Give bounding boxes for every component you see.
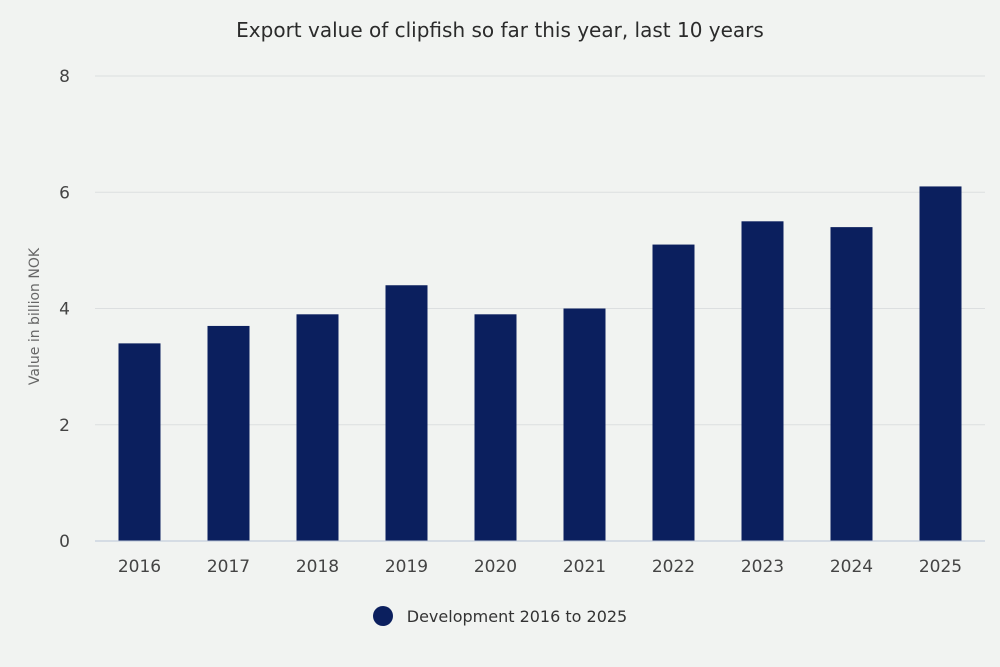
y-tick-label: 8 <box>59 67 70 87</box>
bar-2019[interactable] <box>385 285 428 541</box>
x-tick-label: 2022 <box>652 557 695 577</box>
bar-2018[interactable] <box>296 314 339 541</box>
x-tick-label: 2021 <box>563 557 606 577</box>
x-tick-label: 2017 <box>207 557 250 577</box>
bar-2016[interactable] <box>118 343 161 541</box>
bar-2023[interactable] <box>741 221 784 541</box>
x-axis-ticks: 2016 2017 2018 2019 2020 2021 2022 2023 2024 2025 <box>118 557 962 577</box>
y-tick-label: 6 <box>59 183 70 203</box>
y-tick-label: 4 <box>59 300 70 320</box>
x-tick-label: 2023 <box>741 557 784 577</box>
x-tick-label: 2024 <box>830 557 873 577</box>
legend-label: Development 2016 to 2025 <box>406 606 628 626</box>
bar-2024[interactable] <box>830 227 873 541</box>
y-axis-label: Value in billion NOK <box>27 247 43 385</box>
x-tick-label: 2025 <box>919 557 962 577</box>
x-tick-label: 2019 <box>385 557 428 577</box>
bars <box>118 186 962 542</box>
x-tick-label: 2016 <box>118 557 161 577</box>
chart-title: Export value of clipfish so far this yea… <box>236 18 764 42</box>
bar-2017[interactable] <box>207 325 250 541</box>
legend: Development 2016 to 2025 <box>0 606 1000 626</box>
bar-2020[interactable] <box>474 314 517 541</box>
bar-2021[interactable] <box>563 308 606 542</box>
x-tick-label: 2020 <box>474 557 517 577</box>
y-tick-label: 0 <box>59 532 70 552</box>
bar-2022[interactable] <box>652 244 695 541</box>
x-tick-label: 2018 <box>296 557 339 577</box>
legend-swatch <box>372 606 393 626</box>
bar-2025[interactable] <box>919 186 962 541</box>
y-tick-label: 2 <box>59 416 70 436</box>
y-axis-ticks: 0 2 4 6 8 <box>59 67 70 552</box>
